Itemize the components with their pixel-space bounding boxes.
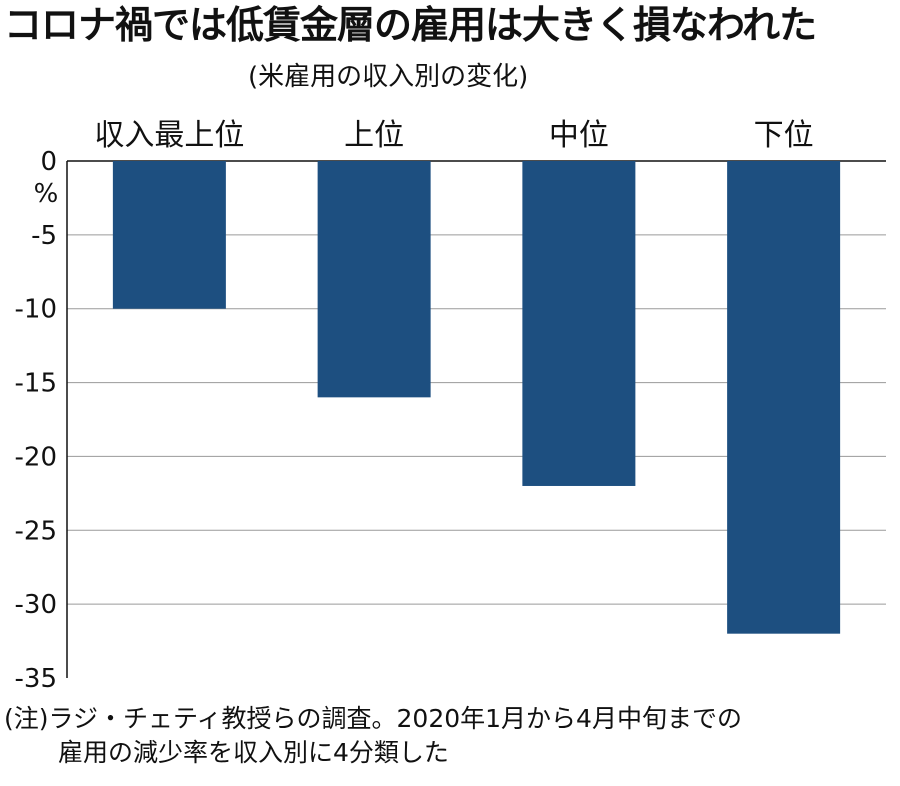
footnote: (注)ラジ・チェティ教授らの調査。2020年1月から4月中旬までの 雇用の減少率… bbox=[4, 702, 742, 770]
bar-2 bbox=[317, 161, 431, 398]
category-label: 中位 bbox=[549, 118, 609, 153]
y-axis-unit: % bbox=[34, 179, 59, 209]
y-tick-label: -10 bbox=[15, 295, 57, 325]
footnote-line-2: 雇用の減少率を収入別に4分類した bbox=[58, 738, 449, 767]
y-tick-label: -30 bbox=[15, 590, 57, 620]
y-tick-label: -35 bbox=[15, 664, 57, 694]
category-label: 収入最上位 bbox=[94, 118, 244, 153]
bar-1 bbox=[112, 161, 226, 309]
y-tick-label: -5 bbox=[31, 221, 57, 251]
y-tick-label: -20 bbox=[15, 442, 57, 472]
chart-subtitle: (米雇用の収入別の変化) bbox=[248, 62, 529, 92]
y-axis-ticks: 0 -5 -10 -15 -20 -25 -30 -35 bbox=[15, 147, 57, 694]
y-tick-label: -25 bbox=[15, 516, 57, 546]
category-label: 下位 bbox=[754, 118, 814, 153]
bar-3 bbox=[522, 161, 636, 486]
bars bbox=[112, 161, 841, 634]
bar-chart: 0 -5 -10 -15 -20 -25 -30 -35 収入最上位 上位 中位 下位 % bbox=[15, 118, 886, 694]
y-tick-label: 0 bbox=[40, 147, 57, 177]
y-tick-label: -15 bbox=[15, 369, 57, 399]
category-labels: 収入最上位 上位 中位 下位 bbox=[94, 118, 813, 153]
footnote-line-1: (注)ラジ・チェティ教授らの調査。2020年1月から4月中旬までの bbox=[4, 704, 742, 733]
chart-title: コロナ禍では低賃金層の雇用は大きく損なわれた bbox=[4, 3, 817, 47]
category-label: 上位 bbox=[344, 118, 404, 153]
bar-4 bbox=[727, 161, 841, 634]
